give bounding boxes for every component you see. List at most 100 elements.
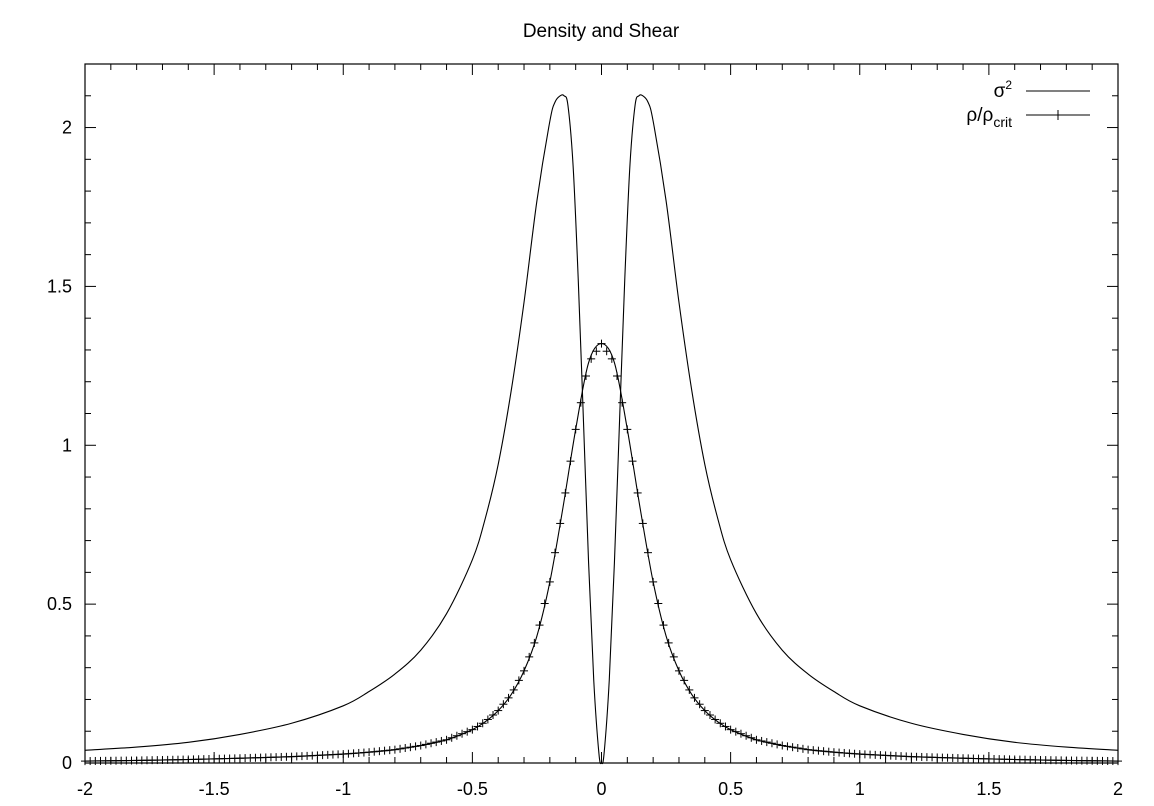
series-2-point xyxy=(705,711,714,720)
series-2-point xyxy=(416,741,425,750)
series-2-point xyxy=(814,746,823,755)
series-2-point xyxy=(468,725,477,734)
series-2-point xyxy=(504,693,513,702)
series-2-point xyxy=(752,735,761,744)
series-2-point xyxy=(390,745,399,754)
series-2-point xyxy=(494,706,503,715)
series-2-point xyxy=(638,519,647,528)
series-2-point xyxy=(685,685,694,694)
series-2-point xyxy=(411,742,420,751)
series-2-point xyxy=(365,748,374,757)
legend-label-2: ρ/ρcrit xyxy=(966,105,1012,130)
series-line-2 xyxy=(84,343,1119,762)
series-2-point xyxy=(747,733,756,742)
series-2-point xyxy=(478,719,487,728)
series-2-point xyxy=(762,738,771,747)
series-2-point xyxy=(612,372,621,381)
series-2-point xyxy=(587,354,596,363)
series-2-point xyxy=(509,685,518,694)
series-2-point xyxy=(628,457,637,466)
series-2-point xyxy=(571,425,580,434)
series-2-point xyxy=(582,372,591,381)
series-2-point xyxy=(370,747,379,756)
series-2-point xyxy=(767,739,776,748)
series-2-point xyxy=(406,743,415,752)
series-2-point xyxy=(551,548,560,557)
series-2-point xyxy=(793,744,802,753)
series-2-point xyxy=(380,746,389,755)
series-2-point xyxy=(576,398,585,407)
series-2-point xyxy=(442,735,451,744)
series-2-point xyxy=(788,743,797,752)
series-2-point xyxy=(525,652,534,661)
series-2-point xyxy=(618,398,627,407)
series-2-point xyxy=(726,725,735,734)
series-2-point xyxy=(427,739,436,748)
series-2-point xyxy=(597,339,606,348)
series-2-point xyxy=(463,727,472,736)
series-2-point xyxy=(556,519,565,528)
series-2-point xyxy=(716,719,725,728)
series-2-point xyxy=(742,731,751,740)
x-tick-label: 1 xyxy=(855,779,865,799)
y-tick-label: 0.5 xyxy=(47,594,72,614)
axis-tick-labels: -2 -1.5 -1 -0.5 0 0.5 1 1.5 2 0 0.5 1 1.5 2 xyxy=(47,118,1123,799)
chart-title: Density and Shear xyxy=(523,21,680,42)
x-tick-label: -1.5 xyxy=(199,779,230,799)
series-2-point xyxy=(783,742,792,751)
series-2-point xyxy=(499,700,508,709)
series-2-point xyxy=(540,599,549,608)
series-2-point xyxy=(680,676,689,685)
series-2-point xyxy=(545,577,554,586)
series-2-point xyxy=(447,733,456,742)
series-2-point xyxy=(731,727,740,736)
series-2-point xyxy=(452,731,461,740)
series-2-point xyxy=(798,744,807,753)
series-2-point xyxy=(669,652,678,661)
series-2-point xyxy=(819,747,828,756)
series-line-1 xyxy=(84,94,1119,765)
x-tick-label: -2 xyxy=(77,779,93,799)
series-2-point xyxy=(530,638,539,647)
series-2-point xyxy=(520,666,529,675)
y-tick-label: 1 xyxy=(62,435,72,455)
series-2-point xyxy=(592,347,601,356)
series-2-point xyxy=(458,729,467,738)
y-tick-label: 2 xyxy=(62,118,72,138)
series-layer xyxy=(81,94,1122,766)
series-2-point xyxy=(674,666,683,675)
series-2-point xyxy=(664,638,673,647)
series-2-point xyxy=(421,740,430,749)
series-2-point xyxy=(654,599,663,608)
series-2-point xyxy=(375,747,384,756)
series-2-point xyxy=(809,746,818,755)
x-tick-label: 0 xyxy=(596,779,606,799)
series-2-point xyxy=(566,457,575,466)
series-2-point xyxy=(778,741,787,750)
legend: σ2 ρ/ρcrit xyxy=(966,78,1090,130)
series-2-point xyxy=(659,621,668,630)
series-2-point xyxy=(633,488,642,497)
series-2-point xyxy=(401,744,410,753)
series-2-point xyxy=(623,425,632,434)
series-2-point xyxy=(602,347,611,356)
y-tick-label: 0 xyxy=(62,753,72,773)
series-2-point xyxy=(385,746,394,755)
series-2-point xyxy=(437,736,446,745)
series-2-point xyxy=(711,715,720,724)
series-2-point xyxy=(432,738,441,747)
series-2-point xyxy=(700,706,709,715)
series-2-point xyxy=(483,715,492,724)
series-2-point xyxy=(561,488,570,497)
x-tick-label: 1.5 xyxy=(976,779,1001,799)
legend-label-1: σ2 xyxy=(994,78,1013,102)
y-tick-label: 1.5 xyxy=(47,276,72,296)
series-2-point xyxy=(514,676,523,685)
series-2-point xyxy=(396,744,405,753)
series-2-point xyxy=(757,736,766,745)
series-2-point xyxy=(695,700,704,709)
series-2-point xyxy=(804,745,813,754)
series-2-point xyxy=(773,740,782,749)
series-2-point xyxy=(824,747,833,756)
